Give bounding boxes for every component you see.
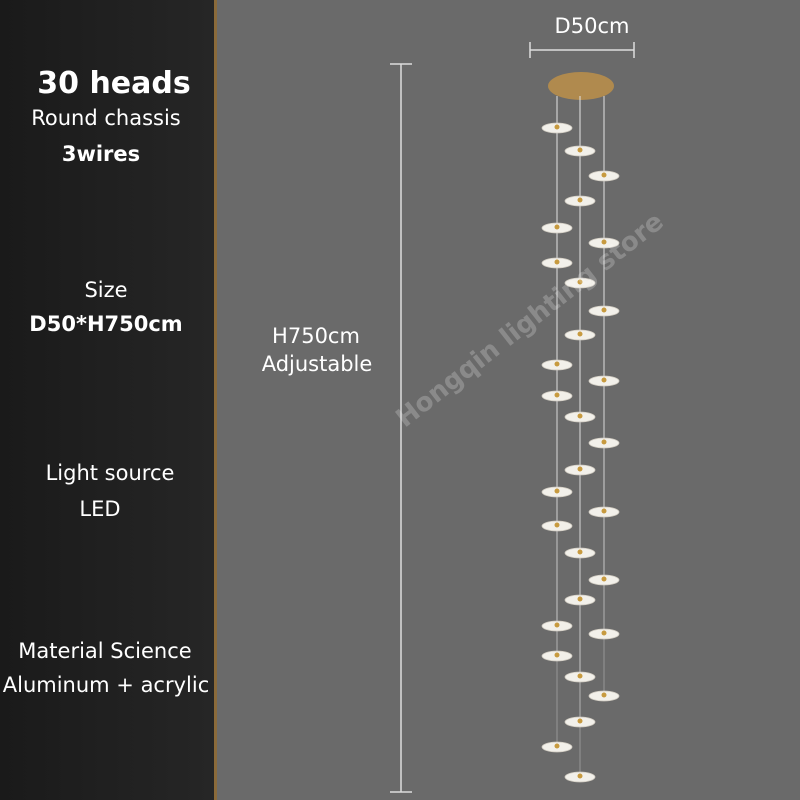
spec-line: LED <box>79 497 121 521</box>
lamp-core <box>577 718 583 724</box>
lamp-core <box>577 147 583 153</box>
spec-title: Light source <box>45 461 175 485</box>
spec-line: Round chassis <box>31 106 181 130</box>
lamp-core <box>601 508 607 514</box>
spec-line: Aluminum + acrylic <box>2 673 210 697</box>
lamp-core <box>601 307 607 313</box>
lamp-core <box>601 439 607 445</box>
heads <box>541 96 620 783</box>
lamp-core <box>554 392 560 398</box>
lamp-core <box>577 279 583 285</box>
spec-line: 3wires <box>61 142 141 166</box>
lamp-core <box>554 124 560 130</box>
lamp-core <box>601 377 607 383</box>
lamp-core <box>601 692 607 698</box>
spec-title: 30 heads <box>37 66 191 101</box>
lamp-core <box>577 596 583 602</box>
lamp-core <box>554 743 560 749</box>
dimension-lines <box>390 42 635 793</box>
spec-title: Size <box>84 278 128 302</box>
spec-line: D50*H750cm <box>29 312 183 336</box>
lamp-core <box>554 224 560 230</box>
lamp-core <box>554 259 560 265</box>
lamp-core <box>601 576 607 582</box>
lamp-core <box>601 239 607 245</box>
lamp-core <box>577 197 583 203</box>
lamp-core <box>577 773 583 779</box>
lamp-core <box>554 488 560 494</box>
lamp-core <box>601 172 607 178</box>
lamp-core <box>577 549 583 555</box>
height-label: H750cm <box>272 324 360 348</box>
spec-title: Material Science <box>18 639 192 663</box>
lamp-core <box>601 630 607 636</box>
chassis <box>548 72 614 100</box>
lamp-core <box>577 331 583 337</box>
lamp-core <box>554 522 560 528</box>
lamp-core <box>554 361 560 367</box>
watermark: Hongqin lighting store <box>391 207 670 434</box>
lamp-core <box>554 622 560 628</box>
lamp-core <box>577 673 583 679</box>
spec-panel <box>0 0 217 800</box>
height-note: Adjustable <box>261 352 373 376</box>
lamp-core <box>577 466 583 472</box>
diameter-label: D50cm <box>554 14 630 38</box>
lamp-core <box>554 652 560 658</box>
lamp-core <box>577 413 583 419</box>
